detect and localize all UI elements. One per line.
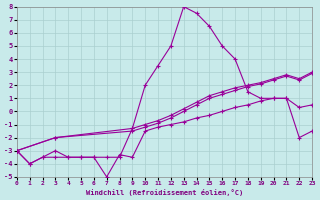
X-axis label: Windchill (Refroidissement éolien,°C): Windchill (Refroidissement éolien,°C) — [86, 189, 243, 196]
